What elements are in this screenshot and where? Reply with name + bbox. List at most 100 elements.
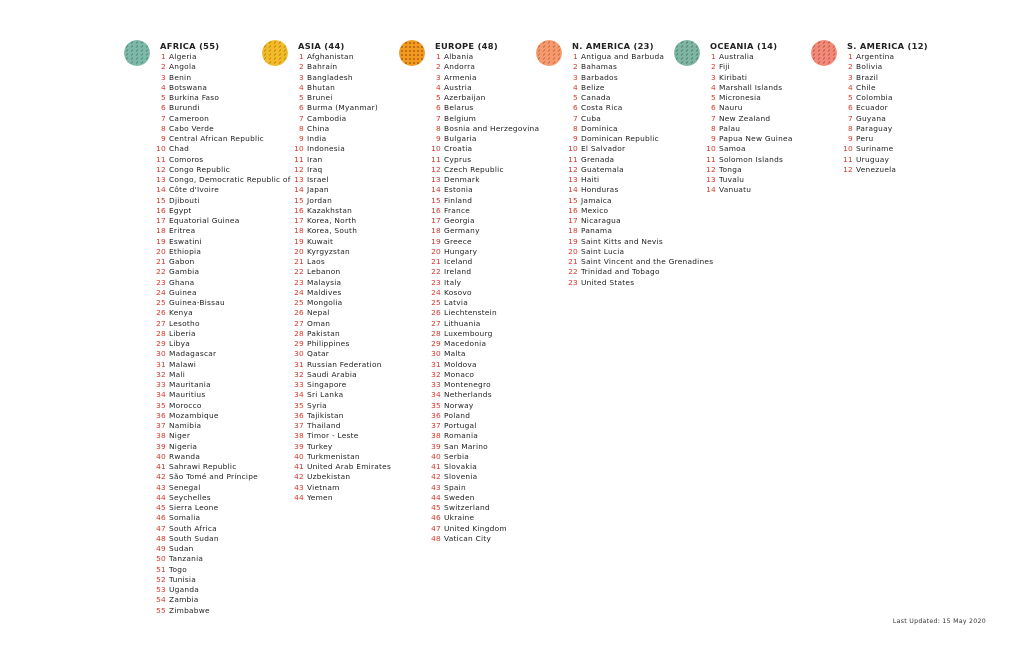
country-name: Portugal — [444, 421, 477, 430]
country-item: 46 Ukraine — [429, 513, 539, 523]
country-name: Japan — [307, 185, 329, 195]
country-number: 44 — [431, 492, 441, 502]
country-item: 9 Central African Republic — [154, 134, 291, 144]
country-item: 44 Sweden — [429, 493, 539, 503]
country-number: 36 — [156, 410, 166, 420]
country-number: 14 — [294, 185, 304, 195]
country-name: Yemen — [307, 492, 333, 502]
country-number: 1 — [161, 52, 166, 61]
country-name: Switzerland — [444, 503, 490, 512]
country-number: 14 — [706, 185, 716, 195]
country-item: 38 Romania — [429, 431, 539, 441]
country-item: 33 Montenegro — [429, 380, 539, 390]
country-item: 19 Saint Kitts and Nevis — [566, 237, 713, 247]
country-name: Bulgaria — [444, 134, 477, 143]
country-name: Sudan — [169, 544, 194, 553]
country-name: Burkina Faso — [169, 93, 220, 102]
country-item: 44 Seychelles — [154, 493, 291, 503]
country-number: 42 — [294, 472, 304, 482]
country-item: 10 El Salvador — [566, 144, 713, 154]
country-name: Thailand — [307, 421, 341, 430]
country-number: 12 — [156, 164, 166, 174]
country-name: Malawi — [169, 359, 197, 369]
country-name: Italy — [444, 277, 462, 287]
country-number: 14 — [431, 185, 441, 195]
country-name: Sweden — [444, 492, 475, 502]
country-number: 16 — [431, 205, 441, 215]
country-number: 7 — [573, 113, 578, 123]
country-item: 12 Congo Republic — [154, 165, 291, 175]
country-number: 22 — [294, 267, 304, 277]
country-item: 23 Ghana — [154, 278, 291, 288]
country-item: 48 Vatican City — [429, 534, 539, 544]
country-number: 20 — [294, 246, 304, 256]
country-number: 29 — [294, 339, 304, 348]
country-item: 5 Azerbaijan — [429, 93, 539, 103]
country-item: 32 Mali — [154, 370, 291, 380]
country-number: 21 — [156, 257, 166, 266]
country-item: 2 Bahrain — [292, 62, 391, 72]
country-item: 33 Mauritania — [154, 380, 291, 390]
country-number: 14 — [156, 185, 166, 195]
country-number: 18 — [156, 226, 166, 236]
country-name: Korea, North — [307, 216, 357, 225]
country-number: 6 — [161, 103, 166, 113]
country-item: 9 Papua New Guinea — [704, 134, 793, 144]
country-item: 13 Tuvalu — [704, 175, 793, 185]
country-item: 43 Senegal — [154, 483, 291, 493]
country-item: 54 Zambia — [154, 595, 291, 605]
country-name: Bahamas — [581, 62, 618, 72]
country-name: Jamaica — [581, 195, 612, 205]
country-number: 5 — [711, 93, 716, 102]
country-number: 23 — [294, 277, 304, 287]
country-item: 41 United Arab Emirates — [292, 462, 391, 472]
country-list: 1 Australia 2 Fiji 3 Kiribati 4 Marshall Island… — [704, 52, 793, 196]
country-number: 32 — [294, 369, 304, 379]
country-number: 29 — [156, 339, 166, 348]
country-name: Venezuela — [856, 164, 897, 174]
country-item: 31 Russian Federation — [292, 360, 391, 370]
country-item: 22 Ireland — [429, 267, 539, 277]
country-item: 19 Eswatini — [154, 237, 291, 247]
country-number: 17 — [294, 216, 304, 225]
country-name: San Marino — [444, 441, 488, 451]
country-number: 26 — [431, 308, 441, 318]
country-item: 27 Oman — [292, 319, 391, 329]
country-item: 4 Marshall Islands — [704, 83, 793, 93]
country-name: Vietnam — [307, 482, 340, 492]
country-item: 4 Botswana — [154, 83, 291, 93]
country-number: 43 — [431, 482, 441, 492]
country-name: South Africa — [169, 523, 217, 533]
country-name: Tuvalu — [719, 175, 745, 184]
country-item: 36 Poland — [429, 411, 539, 421]
country-name: Singapore — [307, 380, 347, 389]
country-name: Eswatini — [169, 236, 202, 246]
country-name: Mexico — [581, 205, 609, 215]
country-number: 5 — [161, 93, 166, 102]
country-item: 23 United States — [566, 278, 713, 288]
country-item: 32 Saudi Arabia — [292, 370, 391, 380]
country-name: Mauritius — [169, 390, 206, 400]
country-item: 14 Côte d'Ivoire — [154, 185, 291, 195]
country-name: Denmark — [444, 175, 480, 184]
country-name: Liberia — [169, 328, 196, 338]
north-america-icon — [536, 40, 562, 66]
country-number: 9 — [711, 134, 716, 143]
country-name: Tunisia — [169, 574, 196, 584]
country-name: Andorra — [444, 62, 476, 72]
country-item: 2 Angola — [154, 62, 291, 72]
region-title: EUROPE (48) — [435, 41, 498, 51]
country-list: 1 Algeria 2 Angola 3 Benin 4 Botswana 5 Burkina F… — [154, 52, 291, 616]
country-name: Canada — [581, 93, 611, 102]
country-name: Marshall Islands — [719, 82, 783, 92]
country-name: Lesotho — [169, 318, 200, 328]
country-name: Luxembourg — [444, 328, 493, 338]
country-item: 1 Antigua and Barbuda — [566, 52, 713, 62]
country-number: 2 — [436, 62, 441, 72]
country-number: 20 — [431, 246, 441, 256]
country-number: 47 — [431, 523, 441, 533]
country-name: Poland — [444, 410, 471, 420]
country-item: 5 Brunei — [292, 93, 391, 103]
country-number: 9 — [573, 134, 578, 143]
country-name: Zambia — [169, 595, 199, 605]
